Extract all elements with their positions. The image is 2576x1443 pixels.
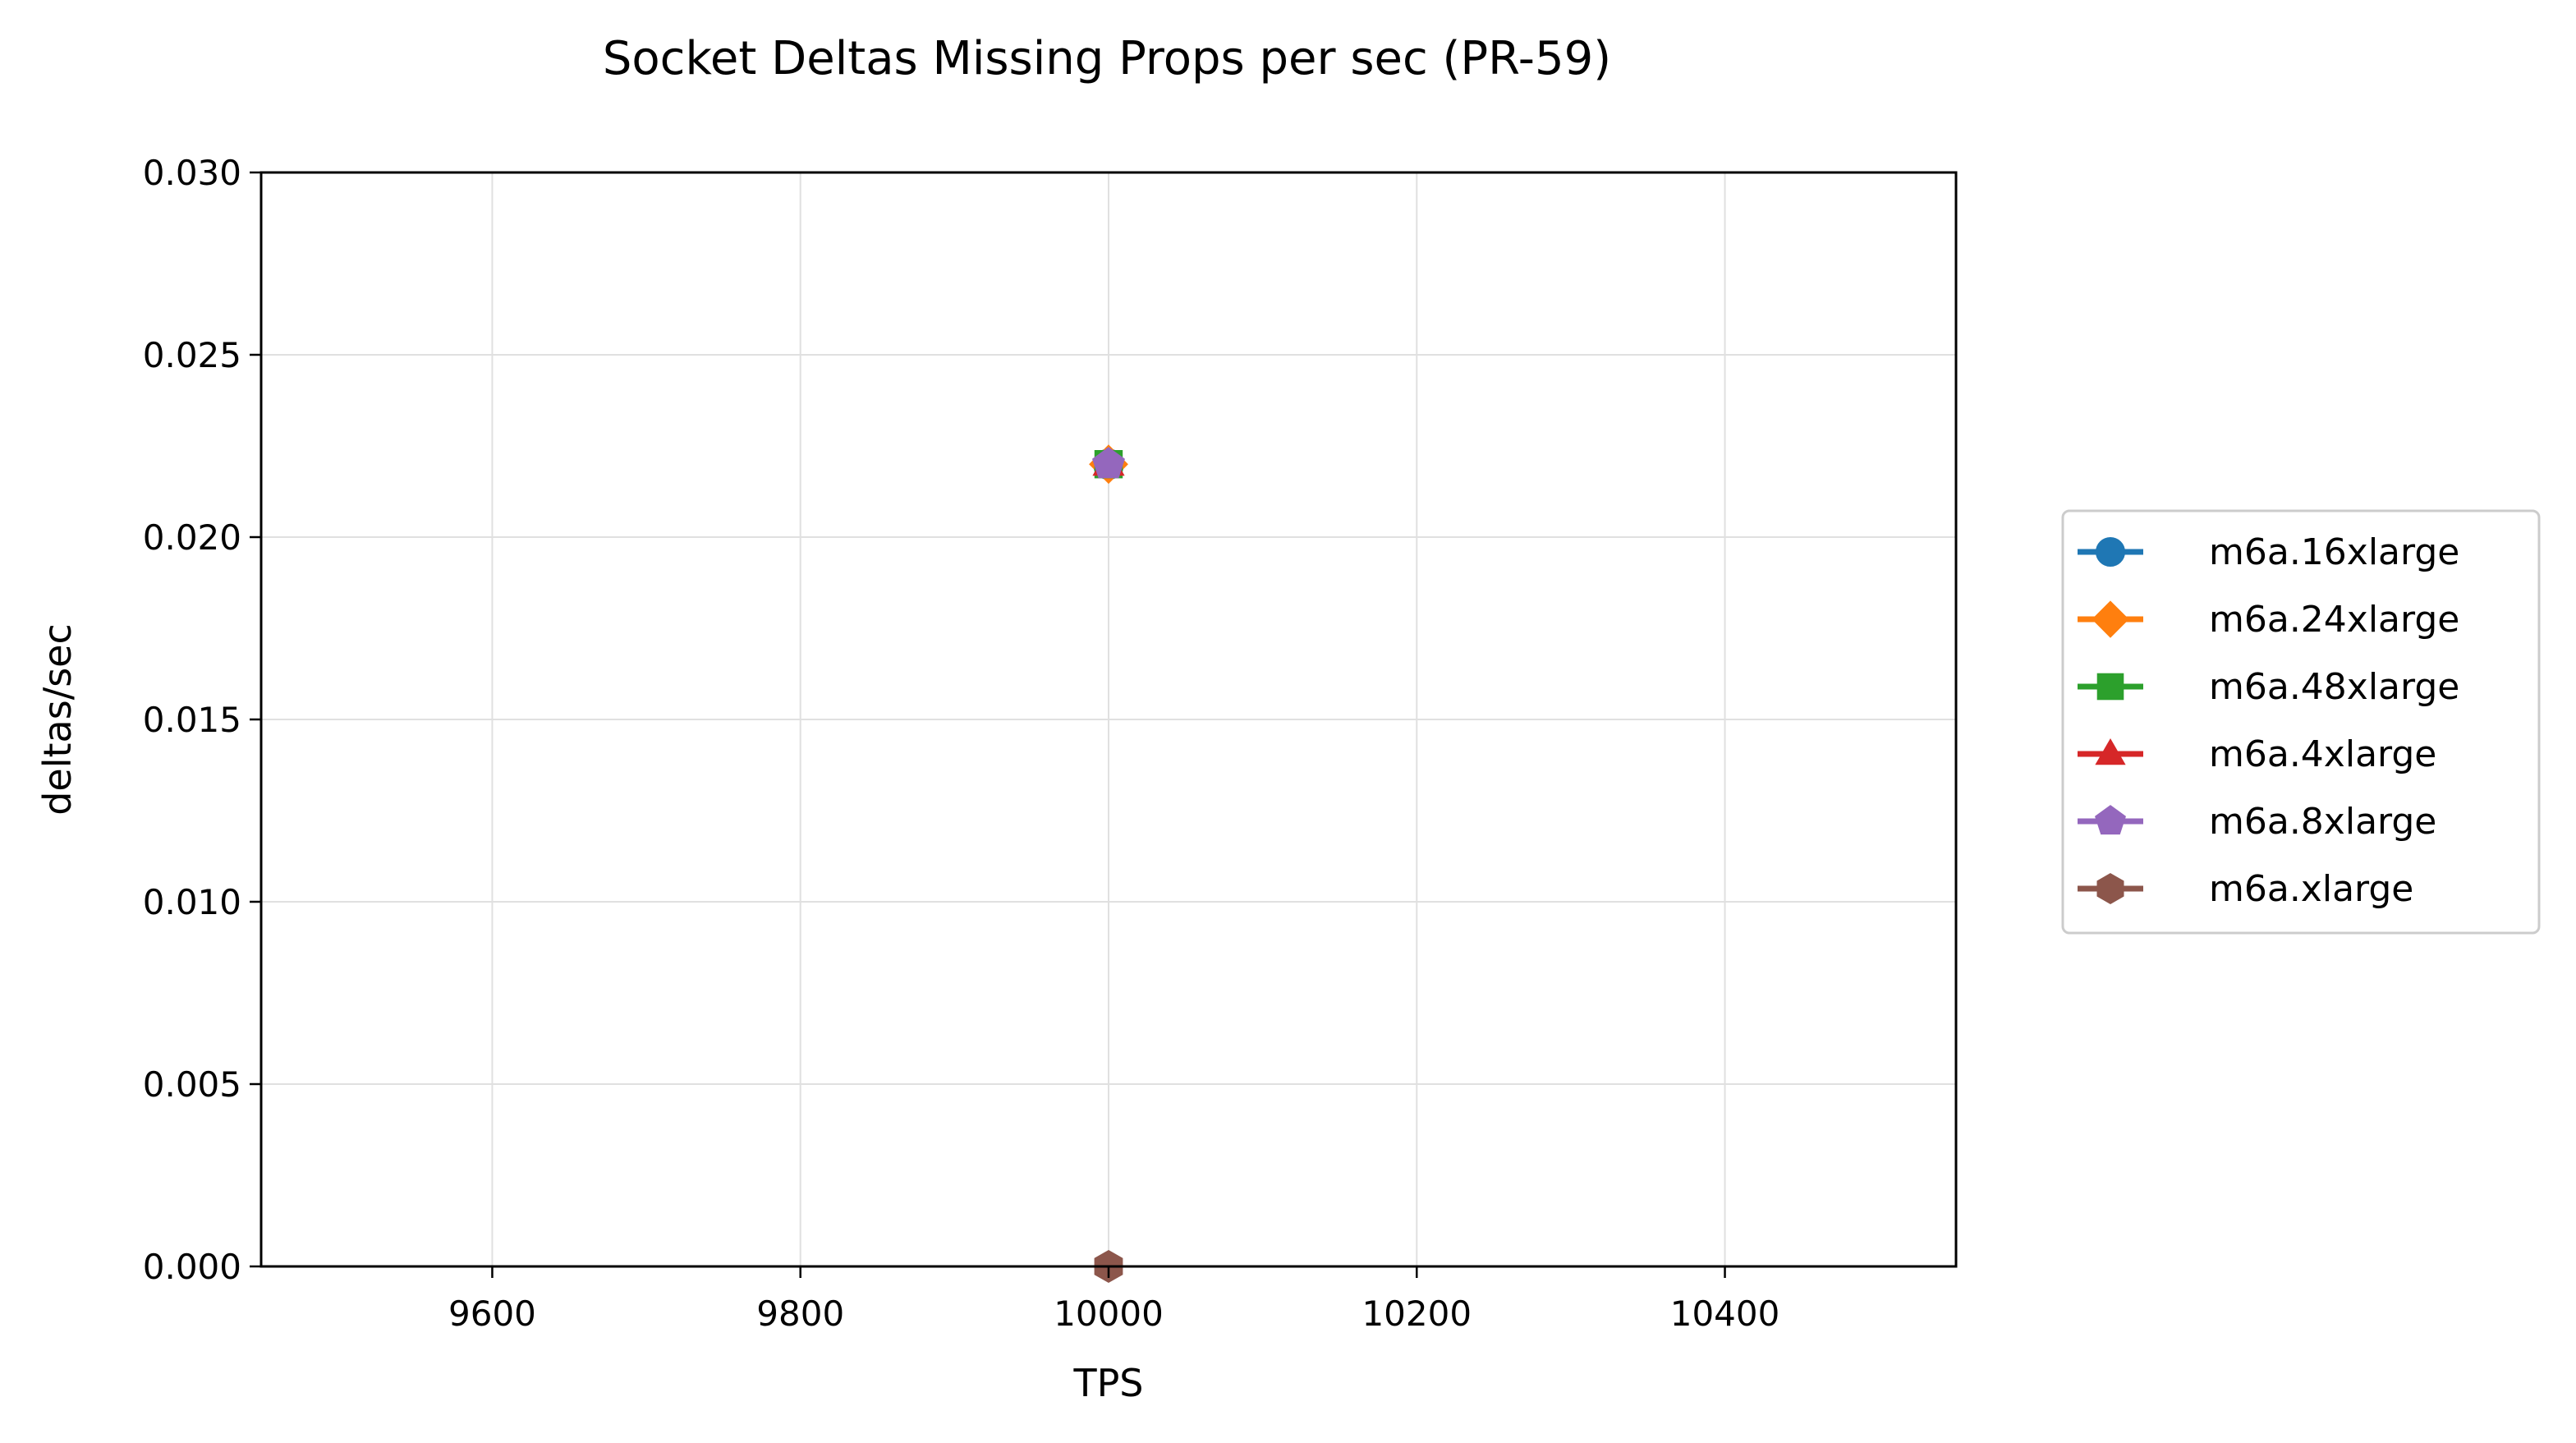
legend-label: m6a.24xlarge: [2209, 599, 2459, 641]
y-tick-label: 0.020: [143, 517, 241, 558]
y-axis-label: deltas/sec: [35, 623, 80, 816]
legend-label: m6a.4xlarge: [2209, 733, 2436, 775]
y-tick-label: 0.030: [143, 153, 241, 193]
x-tick-label: 10000: [1054, 1294, 1164, 1334]
legend-item: m6a.4xlarge: [2078, 733, 2436, 775]
x-tick-label: 10200: [1361, 1294, 1472, 1334]
legend-marker: [2095, 738, 2126, 765]
axes: 9600 9800 10000 10200 10400 0.000 0.005 0.010 0.…: [143, 153, 1780, 1334]
legend-item: m6a.16xlarge: [2078, 531, 2459, 573]
legend-label: m6a.8xlarge: [2209, 801, 2436, 843]
legend-box: [2061, 509, 2541, 935]
legend-marker: [2096, 873, 2124, 904]
legend-marker: [2096, 537, 2125, 567]
y-tick-label: 0.005: [143, 1064, 241, 1105]
data-point: [1092, 447, 1125, 479]
legend-label: m6a.48xlarge: [2209, 666, 2459, 708]
legend-marker: [2096, 673, 2124, 701]
x-axis-label: TPS: [1072, 1361, 1143, 1405]
legend-item: m6a.xlarge: [2078, 868, 2413, 910]
y-tick-label: 0.015: [143, 700, 241, 740]
grid: [261, 172, 1956, 1267]
legend-label: m6a.16xlarge: [2209, 531, 2459, 573]
legend-item: m6a.48xlarge: [2078, 666, 2459, 708]
legend-item: m6a.8xlarge: [2078, 801, 2436, 843]
legend-label: m6a.xlarge: [2209, 868, 2413, 910]
legend-marker: [2092, 600, 2129, 638]
y-tick-label: 0.000: [143, 1247, 241, 1287]
y-tick-label: 0.010: [143, 882, 241, 922]
x-tick-label: 10400: [1670, 1294, 1780, 1334]
series-m6a.8xlarge: [1092, 447, 1125, 479]
legend: m6a.16xlarge m6a.24xlarge m6a.48xlarge m6a.…: [2061, 509, 2541, 935]
legend-marker: [2095, 805, 2126, 835]
legend-item: m6a.24xlarge: [2078, 599, 2459, 641]
series-layer: [1089, 444, 1128, 1284]
x-tick-label: 9800: [756, 1294, 844, 1334]
x-tick-label: 9600: [448, 1294, 536, 1334]
y-tick-label: 0.025: [143, 335, 241, 375]
chart-title: Socket Deltas Missing Props per sec (PR-…: [603, 32, 1611, 85]
